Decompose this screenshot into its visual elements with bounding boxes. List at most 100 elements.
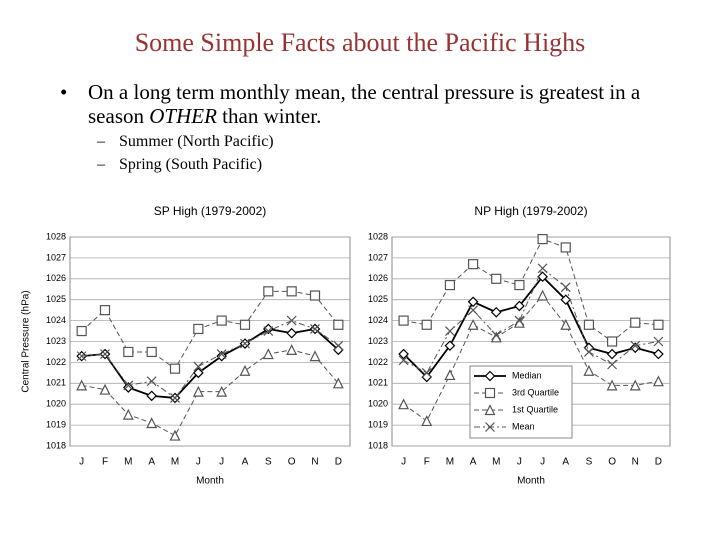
legend-marker (484, 404, 496, 416)
marker (263, 326, 274, 336)
marker (467, 296, 479, 308)
y-tick-label: 1022 (368, 357, 388, 367)
marker-stroke (263, 326, 274, 336)
marker (398, 355, 409, 366)
x-tick-label: D (335, 457, 342, 468)
bullet: • On a long term monthly mean, the centr… (60, 80, 660, 128)
x-tick-label: A (470, 457, 477, 468)
marker-stroke (514, 315, 525, 326)
y-tick-label: 1022 (46, 357, 66, 367)
marker (99, 383, 111, 395)
marker (398, 398, 410, 410)
y-tick-label: 1019 (368, 419, 388, 429)
marker-stroke (444, 326, 455, 336)
x-tick-label: N (311, 457, 318, 468)
y-tick-label: 1021 (46, 378, 66, 388)
marker (629, 379, 641, 391)
marker (630, 317, 641, 328)
x-axis-label: Month (196, 476, 224, 487)
marker (537, 263, 548, 274)
y-tick-label: 1026 (46, 273, 66, 283)
marker (193, 323, 204, 335)
x-tick-label: J (540, 457, 545, 468)
marker (169, 363, 181, 374)
marker (444, 326, 455, 336)
legend-label: 1st Quartile (512, 404, 558, 414)
marker (398, 348, 409, 360)
marker (239, 319, 251, 330)
marker (76, 379, 88, 391)
y-tick-label: 1019 (46, 419, 66, 429)
marker (309, 290, 321, 301)
series-line (403, 238, 659, 343)
marker (583, 319, 595, 330)
marker (123, 380, 134, 391)
x-tick-label: F (102, 457, 108, 468)
y-tick-label: 1024 (368, 315, 388, 325)
marker (560, 242, 571, 253)
marker (653, 336, 664, 347)
marker-stroke (216, 349, 227, 359)
legend-label: Mean (512, 421, 535, 431)
marker (537, 233, 548, 245)
chart-title: NP High (1979-2002) (474, 204, 587, 218)
marker (240, 338, 250, 349)
bullet-emphasis: OTHER (149, 104, 217, 128)
x-tick-label: O (608, 457, 616, 468)
marker (444, 340, 456, 352)
marker-stroke (485, 422, 495, 432)
x-tick-label: O (288, 457, 296, 468)
y-tick-label: 1018 (46, 440, 66, 450)
marker (560, 318, 572, 330)
marker (421, 367, 432, 378)
marker-stroke (333, 340, 344, 351)
marker-stroke (583, 347, 594, 357)
x-axis-label: Month (517, 476, 545, 487)
marker-stroke (146, 376, 157, 387)
y-tick-label: 1027 (46, 252, 66, 262)
sub-bullet-text: Summer (North Pacific) (119, 133, 274, 150)
marker (490, 306, 502, 318)
marker (468, 305, 479, 316)
x-tick-label: M (171, 457, 179, 468)
marker (122, 408, 134, 420)
marker (444, 279, 456, 291)
y-tick-label: 1020 (46, 399, 66, 409)
marker (192, 367, 204, 379)
marker (630, 340, 641, 351)
marker (170, 393, 180, 403)
marker (491, 330, 502, 341)
marker-stroke (286, 315, 297, 326)
marker-stroke (630, 340, 641, 351)
marker (262, 348, 274, 360)
marker-stroke (123, 380, 134, 391)
marker (491, 273, 502, 284)
marker (216, 315, 227, 326)
marker (76, 325, 87, 337)
y-tick-label: 1028 (46, 231, 66, 241)
series-line (81, 349, 339, 437)
legend-marker (484, 370, 496, 382)
marker (514, 279, 525, 291)
marker (514, 315, 525, 326)
marker (467, 318, 479, 330)
x-tick-label: M (492, 457, 500, 468)
legend-label: Median (512, 370, 542, 380)
marker (333, 319, 344, 330)
x-tick-label: J (219, 457, 224, 468)
sub-bullet-text: Spring (South Pacific) (119, 156, 263, 173)
marker (286, 327, 298, 339)
x-tick-label: M (124, 457, 132, 468)
marker (606, 336, 618, 347)
marker-stroke (193, 361, 204, 372)
marker (193, 361, 204, 372)
x-tick-label: D (655, 457, 662, 468)
marker (606, 348, 618, 360)
y-tick-label: 1027 (368, 252, 388, 262)
marker (286, 344, 298, 355)
sub-bullet: – Spring (South Pacific) (97, 156, 263, 173)
marker-stroke (468, 305, 479, 316)
marker-stroke (240, 338, 250, 349)
marker (100, 349, 110, 359)
